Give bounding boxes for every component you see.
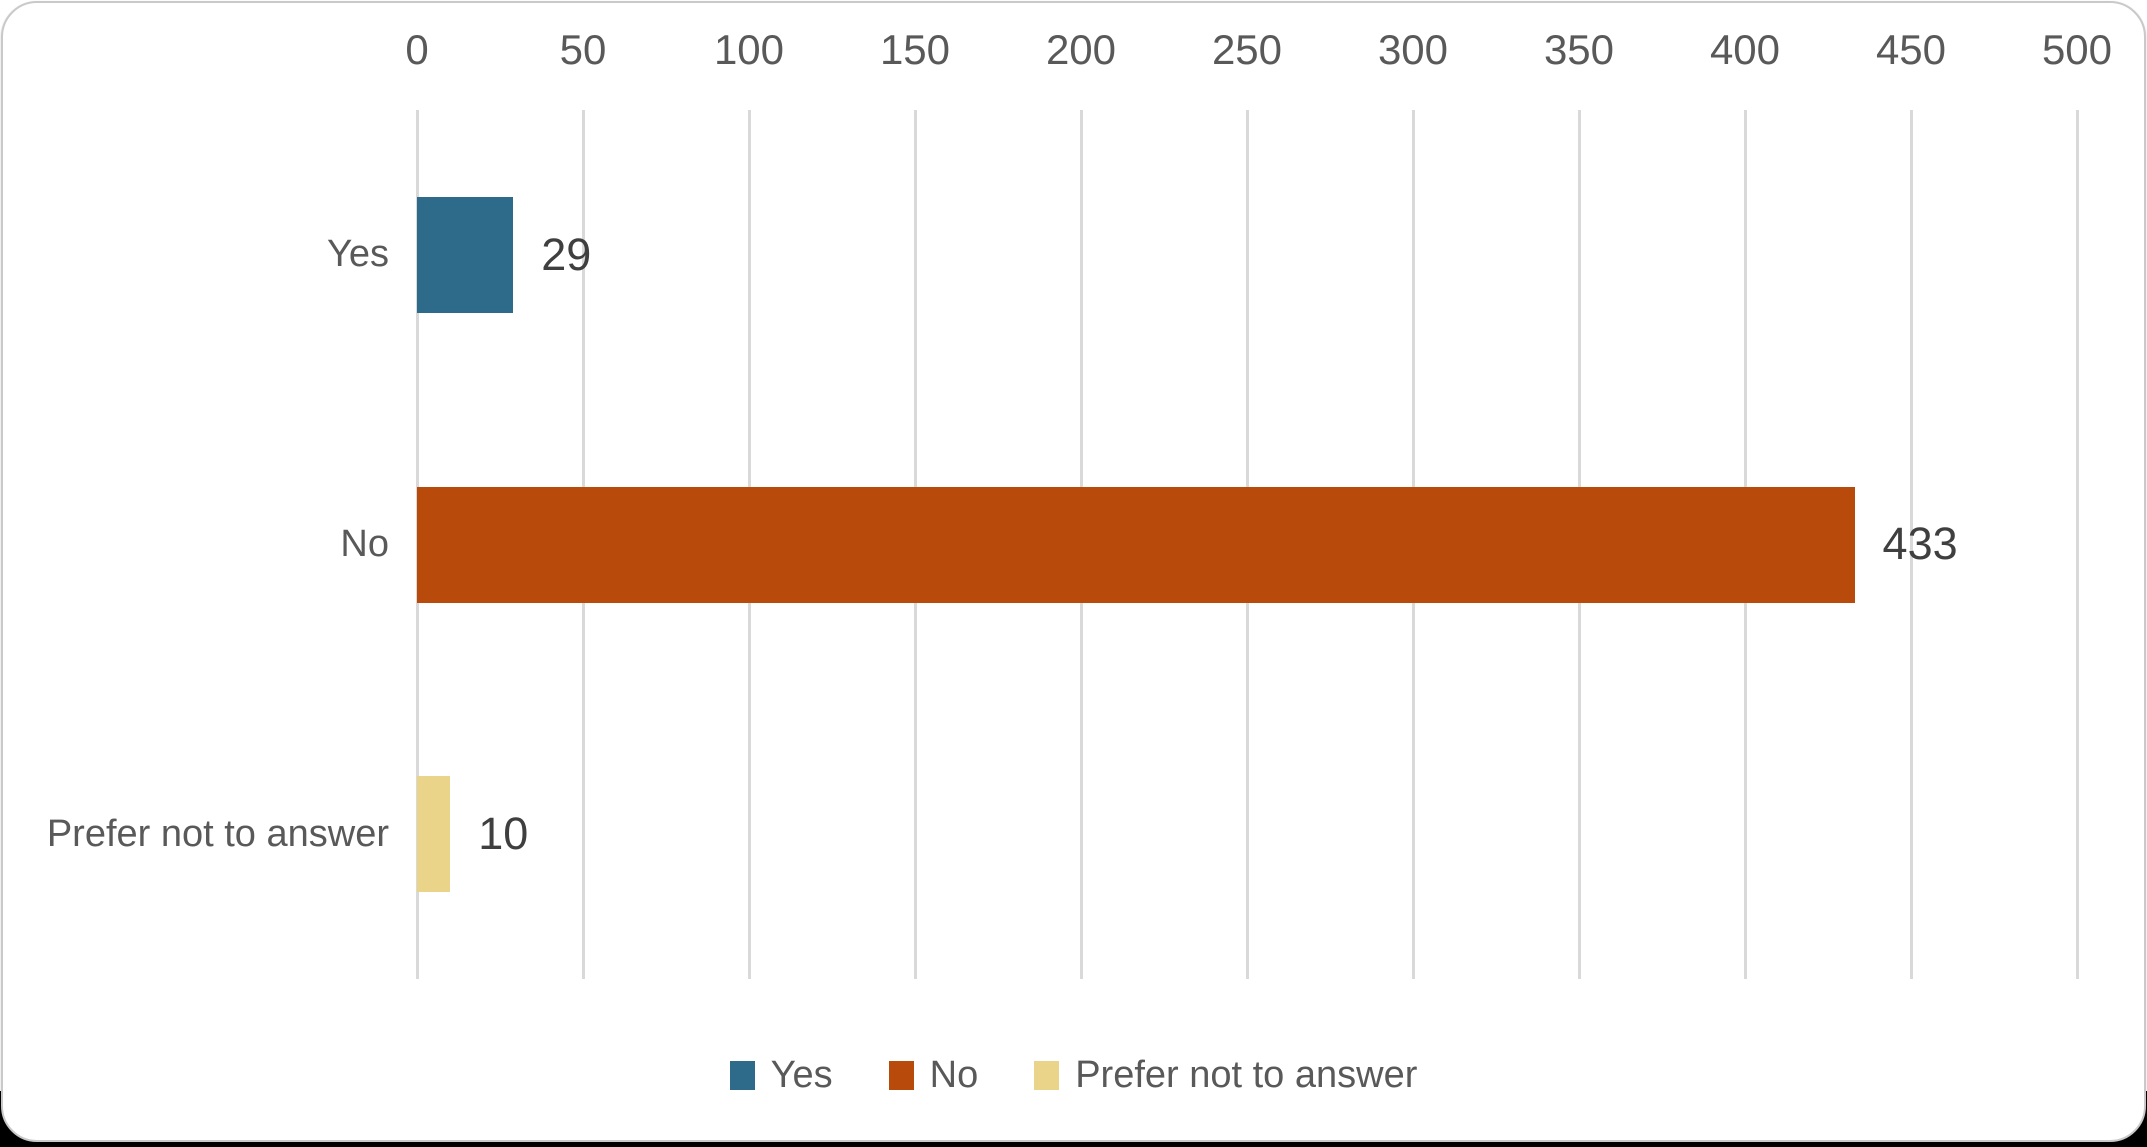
x-tick-label-100: 100 [713,26,785,73]
category-label-yes: Yes [327,233,389,276]
value-label-10: 10 [478,808,529,860]
chart-legend: Yes No Prefer not to answer [3,1043,2144,1107]
x-tick-label-150: 150 [879,26,951,73]
gridline-500 [2075,110,2079,979]
category-label-no: No [340,522,389,565]
legend-item-prefer-not-to-answer: Prefer not to answer [1034,1056,1417,1094]
bar-no [417,486,1855,603]
bar-prefer-not-to-answer [417,776,451,893]
x-tick-label-350: 350 [1543,26,1615,73]
legend-label: Yes [770,1054,833,1096]
category-label-prefer-not-to-answer: Prefer not to answer [46,812,389,855]
legend-label: No [929,1054,979,1096]
legend-swatch-icon [1034,1060,1060,1090]
x-tick-label-300: 300 [1377,26,1449,73]
bar-yes [417,196,514,313]
x-tick-label-50: 50 [559,26,607,73]
legend-swatch-icon [888,1060,914,1090]
x-tick-label-200: 200 [1045,26,1117,73]
value-label-433: 433 [1882,518,1958,570]
x-tick-label-400: 400 [1709,26,1781,73]
gridline-450 [1909,110,1913,979]
x-tick-label-0: 0 [405,26,429,73]
x-tick-label-250: 250 [1211,26,1283,73]
value-label-29: 29 [541,228,592,280]
legend-item-yes: Yes [729,1054,833,1096]
x-tick-label-500: 500 [2041,26,2113,73]
legend-label: Prefer not to answer [1075,1054,1418,1096]
x-tick-label-450: 450 [1875,26,1947,73]
legend-item-no: No [888,1054,979,1096]
legend-swatch-icon [729,1060,755,1090]
